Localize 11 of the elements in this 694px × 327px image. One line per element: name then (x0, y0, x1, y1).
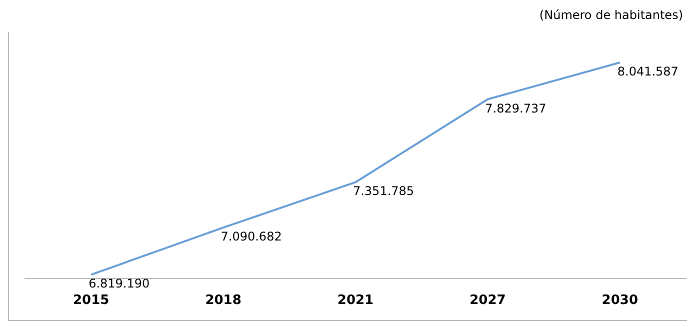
data-label: 7.090.682 (220, 230, 282, 244)
data-label: 7.351.785 (352, 184, 414, 198)
x-tick-label: 2030 (602, 293, 638, 308)
x-tick-label: 2021 (337, 293, 374, 308)
data-label: 8.041.587 (617, 64, 678, 78)
x-tick-label: 2015 (73, 293, 110, 308)
data-label: 7.829.737 (485, 101, 546, 116)
y-axis-title: (Número de habitantes) (539, 8, 684, 22)
x-tick-label: 2018 (205, 293, 242, 308)
data-label: 6.819.190 (88, 276, 150, 291)
x-tick-label: 2027 (470, 293, 506, 308)
